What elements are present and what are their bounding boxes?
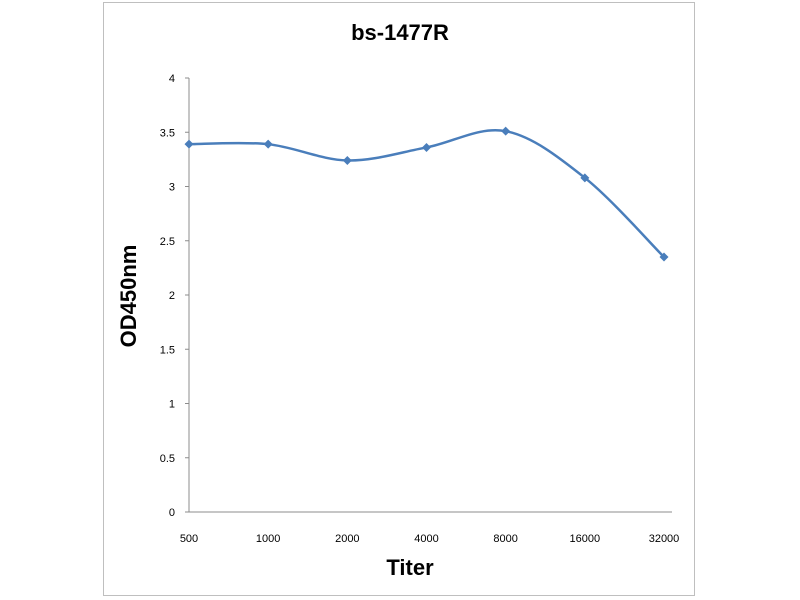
x-tick-labels: 500 1000 2000 4000 8000 16000 32000 <box>180 533 679 545</box>
y-tick-label: 2 <box>169 290 175 302</box>
data-point-marker <box>263 139 273 149</box>
y-tick-label: 4 <box>169 73 175 85</box>
y-tick-label: 0 <box>169 507 175 519</box>
chart-title: bs-1477R <box>351 20 449 45</box>
y-tick-label: 0.5 <box>160 453 175 465</box>
x-tick-label: 16000 <box>570 533 601 545</box>
y-axis-title: OD450nm <box>116 245 141 348</box>
x-tick-label: 8000 <box>493 533 517 545</box>
y-tick-label: 1 <box>169 399 175 411</box>
y-tick-label: 3 <box>169 182 175 194</box>
y-tick-label: 1.5 <box>160 344 175 356</box>
data-point-marker <box>580 173 590 183</box>
data-point-marker <box>659 252 669 262</box>
x-axis-title: Titer <box>386 555 434 580</box>
y-tick-label: 3.5 <box>160 127 175 139</box>
chart-frame <box>103 2 695 596</box>
x-tick-label: 500 <box>180 533 198 545</box>
x-tick-label: 4000 <box>414 533 438 545</box>
data-point-marker <box>184 139 194 149</box>
data-point-marker <box>342 155 352 165</box>
series-group <box>184 126 669 262</box>
x-tick-label: 32000 <box>649 533 680 545</box>
x-tick-label: 2000 <box>335 533 359 545</box>
axes <box>185 77 672 513</box>
x-tick-label: 1000 <box>256 533 280 545</box>
data-point-marker <box>501 126 511 136</box>
y-tick-labels: 0 0.5 1 1.5 2 2.5 3 3.5 4 <box>160 73 175 519</box>
data-point-marker <box>422 142 431 152</box>
y-tick-label: 2.5 <box>160 236 175 248</box>
